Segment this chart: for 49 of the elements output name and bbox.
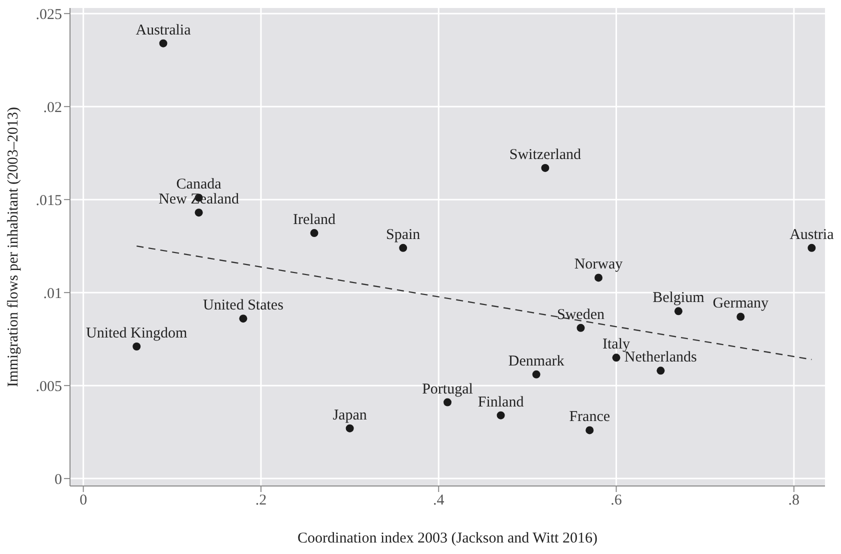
point [736,312,745,321]
annotation: Finland [478,394,524,410]
y-tick-label: .02 [43,100,62,116]
annotation: Norway [574,256,624,273]
annotation: Sweden [556,306,605,323]
annotation: Japan [332,407,368,424]
point [496,411,505,420]
y-tick-label: .015 [36,192,62,209]
annotation: Ireland [293,212,336,228]
point [612,354,620,362]
annotation: Germany [712,296,770,312]
y-tick-label: 0 [54,472,62,488]
y-tick-label: .025 [36,6,62,23]
point [576,324,585,332]
point [194,208,203,217]
point [674,307,682,316]
annotation: Australia [136,22,192,38]
point [541,164,550,172]
x-tick-label: 0 [80,492,88,509]
x-tick-label: .4 [432,492,445,509]
y-tick-label: .01 [43,286,62,302]
annotation: United Kingdom [86,326,188,342]
point [159,39,168,48]
x-axis-title: Coordination index 2003 (Jackson and Witt 2016) [298,530,598,547]
annotation: France [569,409,610,426]
annotation: Belgium [652,290,705,306]
annotation: Spain [386,226,421,243]
point [346,424,354,432]
x-tick-label: .8 [788,492,800,509]
y-axis-title: Immigration flows per inhabitant (2003–2013) [5,107,22,387]
point [310,229,318,238]
point [132,342,141,351]
annotation: Canada [176,176,222,193]
point [656,366,665,375]
point [532,370,540,378]
point [808,244,816,252]
point [594,274,602,282]
point [399,244,408,252]
annotation: Switzerland [509,146,582,163]
annotation: Austria [790,226,834,243]
point [444,398,452,406]
annotation: United States [203,298,284,314]
point [586,426,594,434]
point [239,314,248,323]
x-tick-label: .2 [255,492,267,509]
annotation: Denmark [508,353,565,370]
y-tick-label: .005 [36,378,62,395]
annotation: Portugal [422,381,473,398]
x-tick-label: .6 [610,492,622,509]
